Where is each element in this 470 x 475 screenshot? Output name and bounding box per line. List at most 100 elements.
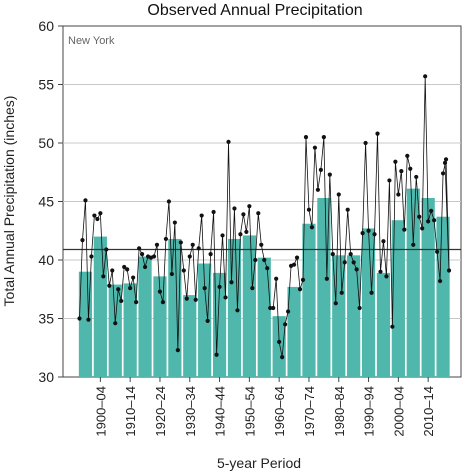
- annual-point: [271, 305, 276, 311]
- annual-point: [110, 268, 115, 273]
- annual-point: [440, 171, 446, 176]
- period-bar: [302, 223, 316, 377]
- annual-point: [80, 238, 85, 243]
- y-axis-ticks: 30 35 40 45 50 55 60: [38, 18, 63, 385]
- annual-point: [381, 239, 386, 244]
- period-bar: [198, 263, 212, 377]
- annual-point: [306, 207, 312, 212]
- annual-point: [339, 290, 344, 295]
- annual-point: [262, 257, 267, 263]
- annual-point: [253, 257, 258, 263]
- period-bar: [123, 283, 137, 377]
- annual-point: [417, 214, 422, 219]
- region-label: New York: [68, 35, 115, 47]
- period-bar: [406, 188, 420, 377]
- annual-point: [95, 216, 100, 222]
- annual-point: [363, 140, 368, 146]
- annual-point: [268, 305, 273, 311]
- annual-point: [142, 264, 148, 270]
- annual-point: [92, 213, 97, 218]
- annual-point: [101, 274, 106, 279]
- period-bar: [317, 197, 331, 377]
- annual-point: [223, 295, 228, 300]
- annual-point: [426, 219, 431, 224]
- annual-point: [235, 308, 240, 313]
- annual-point: [205, 318, 210, 323]
- annual-point: [312, 145, 318, 150]
- y-tick-label: 50: [38, 135, 54, 151]
- x-tick-label: 1970–74: [302, 386, 317, 437]
- annual-point: [318, 167, 323, 173]
- y-tick-label: 60: [38, 18, 54, 34]
- x-tick-label: 1980–84: [332, 386, 347, 437]
- annual-point: [277, 339, 282, 344]
- annual-point: [294, 255, 300, 260]
- x-tick-label: 2010–14: [421, 386, 436, 437]
- period-bar: [436, 216, 450, 377]
- y-tick-label: 40: [38, 252, 54, 268]
- annual-point: [396, 192, 401, 197]
- annual-point: [113, 321, 118, 326]
- annual-point: [291, 262, 297, 267]
- annual-point: [443, 157, 449, 162]
- annual-point: [420, 226, 425, 231]
- annual-point: [137, 246, 142, 251]
- annual-point: [336, 192, 341, 197]
- annual-point: [321, 135, 326, 140]
- annual-point: [139, 252, 145, 257]
- y-tick-label: 35: [38, 311, 54, 327]
- annual-point: [357, 305, 362, 311]
- annual-point: [366, 228, 371, 233]
- annual-point: [89, 254, 94, 259]
- annual-point: [169, 271, 174, 277]
- annual-point: [196, 246, 201, 251]
- annual-point: [134, 300, 139, 305]
- period-bar: [108, 284, 122, 377]
- annual-point: [125, 267, 130, 272]
- annual-point: [384, 274, 389, 279]
- annual-point: [446, 268, 452, 273]
- period-bar: [347, 255, 361, 377]
- annual-point: [259, 242, 264, 247]
- period-bar: [168, 238, 182, 377]
- annual-point: [202, 285, 207, 291]
- annual-point: [175, 347, 180, 353]
- annual-point: [348, 252, 353, 257]
- annual-point: [122, 264, 127, 270]
- annual-point: [369, 290, 374, 295]
- annual-point: [300, 277, 306, 282]
- y-tick-label: 45: [38, 194, 54, 210]
- annual-point: [119, 298, 124, 304]
- y-tick-label: 55: [38, 77, 54, 93]
- x-tick-label: 1950–54: [242, 386, 257, 437]
- annual-point: [327, 172, 332, 177]
- annual-point: [238, 232, 243, 237]
- x-tick-label: 1920–24: [153, 386, 168, 437]
- annual-point: [393, 159, 398, 164]
- annual-point: [250, 285, 255, 291]
- annual-point: [390, 324, 395, 329]
- y-axis-label: Total Annual Precipitation (inches): [1, 96, 17, 307]
- annual-point: [423, 74, 428, 79]
- x-axis-label: 5-year Period: [217, 455, 301, 471]
- annual-point: [375, 131, 380, 136]
- annual-point: [345, 207, 350, 212]
- annual-line-series: [77, 74, 452, 360]
- annual-point: [190, 242, 195, 247]
- x-tick-label: 2000–04: [391, 386, 406, 437]
- annual-point: [244, 229, 249, 235]
- annual-point: [274, 276, 279, 281]
- annual-point: [303, 135, 309, 140]
- annual-point: [256, 211, 261, 216]
- annual-point: [208, 252, 213, 257]
- annual-point: [437, 278, 443, 284]
- annual-point: [181, 268, 186, 273]
- annual-point: [408, 166, 413, 171]
- annual-point: [217, 284, 222, 290]
- annual-point: [411, 242, 416, 247]
- annual-point: [414, 174, 419, 180]
- annual-point: [166, 199, 171, 204]
- period-bar: [376, 272, 391, 377]
